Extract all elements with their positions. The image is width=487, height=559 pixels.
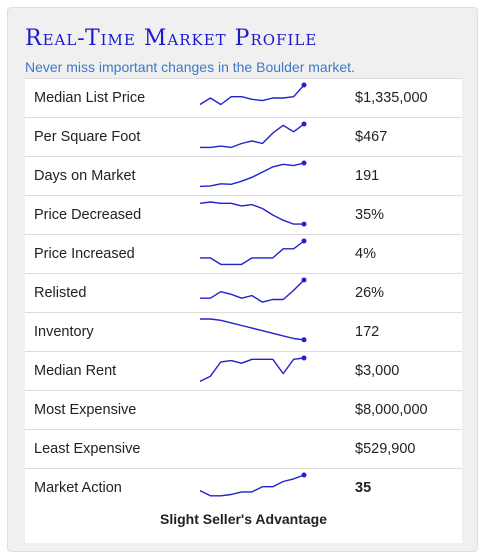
sparkline-chart	[200, 121, 307, 149]
widget-subtitle: Never miss important changes in the Boul…	[25, 59, 355, 75]
table-row: Most Expensive $8,000,000	[25, 390, 462, 429]
table-row: Relisted 26%	[25, 273, 462, 312]
metric-label: Days on Market	[34, 168, 136, 184]
sparkline-line	[200, 318, 305, 341]
table-row: Per Square Foot $467	[25, 117, 462, 156]
metric-label: Median List Price	[34, 90, 146, 106]
metric-label: Market Action	[34, 480, 122, 496]
table-row: Price Increased 4%	[25, 234, 462, 273]
metric-label: Relisted	[34, 285, 87, 301]
metric-value: $8,000,000	[355, 402, 428, 418]
sparkline-chart	[200, 238, 307, 266]
table-row: Median Rent $3,000	[25, 351, 462, 390]
sparkline-line	[199, 474, 305, 497]
market-profile-widget: Real-Time Market Profile Never miss impo…	[7, 7, 478, 552]
metric-value: 35	[355, 480, 372, 496]
metric-value: $3,000	[355, 363, 400, 379]
sparkline-line	[199, 201, 304, 225]
metric-value: 191	[355, 168, 380, 184]
sparkline-line	[200, 279, 305, 303]
metric-label: Per Square Foot	[34, 129, 141, 145]
sparkline-line	[199, 84, 305, 106]
sparkline-chart	[199, 472, 307, 497]
metric-value: $529,900	[355, 441, 416, 457]
sparkline-chart	[200, 277, 307, 303]
metric-value: $467	[355, 129, 388, 145]
widget-title: Real-Time Market Profile	[25, 26, 318, 51]
sparkline-end-dot	[301, 121, 307, 127]
sparkline-end-dot	[301, 160, 307, 166]
metric-label: Least Expensive	[34, 441, 141, 457]
metric-value: 4%	[355, 246, 376, 262]
table-row: Inventory 172	[25, 312, 462, 351]
sparkline-line	[200, 240, 305, 266]
table-row: Days on Market 191	[25, 156, 462, 195]
table-row: Market Action 35	[25, 468, 462, 507]
sparkline-chart	[200, 318, 307, 343]
sparkline-chart	[199, 355, 307, 383]
sparkline-end-dot	[301, 355, 307, 361]
sparkline-chart	[199, 82, 307, 106]
sparkline-end-dot	[301, 82, 307, 88]
sparkline-chart	[199, 160, 307, 188]
metric-label: Price Decreased	[34, 207, 142, 223]
sparkline-end-dot	[301, 221, 307, 227]
sparkline-end-dot	[301, 472, 307, 478]
metric-value: 172	[355, 324, 380, 340]
metric-label: Median Rent	[34, 363, 117, 379]
sparkline-chart	[199, 201, 307, 227]
sparkline-end-dot	[301, 337, 307, 343]
market-table: Median List Price $1,335,000 Per Square Fo…	[25, 78, 462, 543]
metric-label: Inventory	[34, 324, 94, 340]
table-row: Price Decreased 35%	[25, 195, 462, 234]
sparkline-end-dot	[301, 238, 307, 244]
sparkline-line	[199, 357, 305, 383]
metric-value: 35%	[355, 207, 385, 223]
metric-value: 26%	[355, 285, 385, 301]
table-row: Least Expensive $529,900	[25, 429, 462, 468]
sparkline-line	[200, 123, 305, 149]
market-verdict: Slight Seller's Advantage	[160, 511, 327, 527]
table-row: Median List Price $1,335,000	[25, 78, 462, 117]
metric-label: Price Increased	[34, 246, 135, 262]
metric-value: $1,335,000	[355, 90, 428, 106]
sparkline-end-dot	[301, 277, 307, 283]
metric-label: Most Expensive	[34, 402, 137, 418]
sparkline-line	[199, 162, 305, 188]
